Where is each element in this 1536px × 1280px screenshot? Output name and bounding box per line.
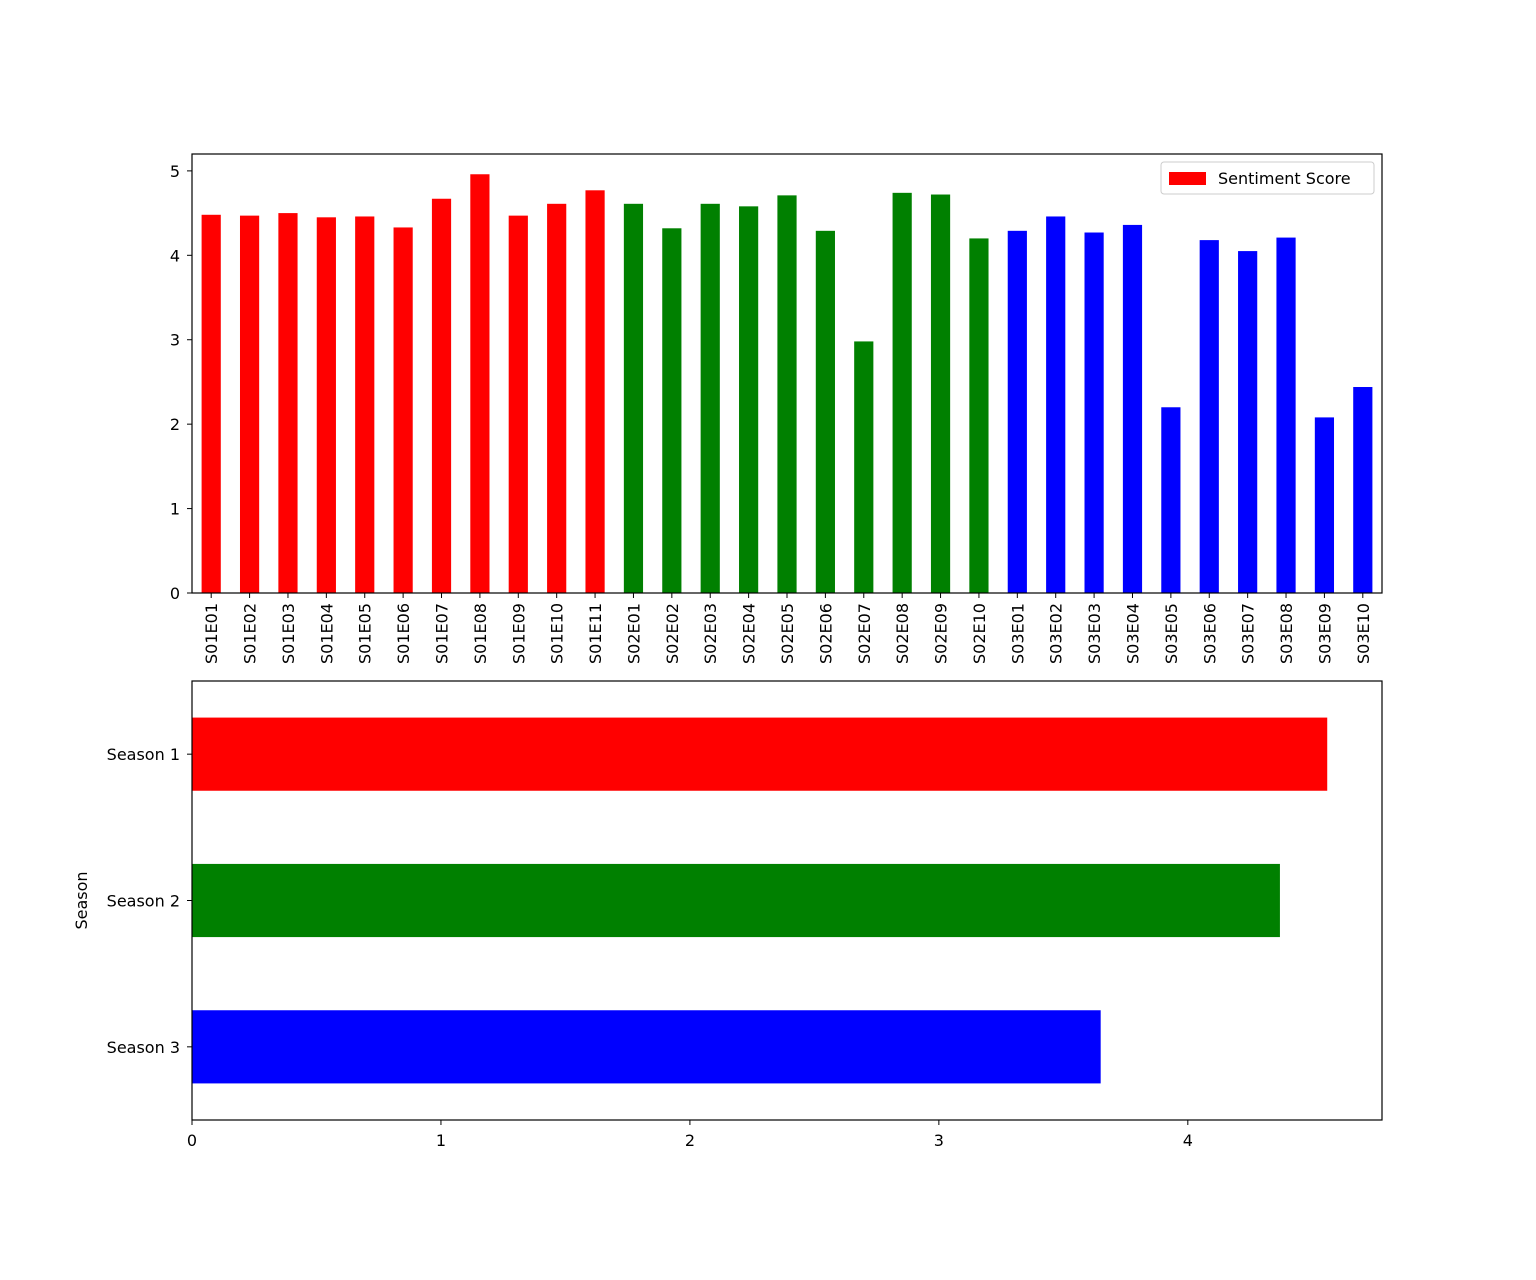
x-tick-label: S03E10 bbox=[1354, 603, 1373, 664]
y-tick-label: 1 bbox=[170, 500, 180, 519]
x-tick-label: S01E02 bbox=[241, 603, 260, 664]
bar-S02E09 bbox=[930, 194, 951, 593]
x-tick-label: S03E02 bbox=[1047, 603, 1066, 664]
x-tick-label: S02E07 bbox=[855, 603, 874, 664]
y-tick-label: 5 bbox=[170, 162, 180, 181]
bar-S01E04 bbox=[316, 217, 336, 593]
x-tick-label: S02E06 bbox=[816, 603, 835, 664]
episode-sentiment-chart: 0 1 2 3 4 5 S01E01 S01E02 S01E03 S01E04 S01E05 S01E… bbox=[170, 153, 1383, 664]
x-tick-label: S01E06 bbox=[394, 603, 413, 664]
x-tick-label: S01E08 bbox=[471, 603, 490, 664]
x-tick-label: S02E02 bbox=[663, 603, 682, 664]
x-tick-label: S01E01 bbox=[202, 603, 221, 664]
bar-S01E08 bbox=[470, 174, 490, 593]
bar-S02E02 bbox=[662, 228, 682, 594]
x-tick-label: S01E04 bbox=[317, 603, 336, 664]
bar-S03E07 bbox=[1238, 251, 1258, 593]
bar-S02E03 bbox=[700, 203, 720, 593]
bar-S01E01 bbox=[201, 214, 221, 594]
y-tick-label: 3 bbox=[170, 331, 180, 350]
y-tick-label: Season 2 bbox=[107, 892, 180, 911]
x-tick-label: S02E09 bbox=[932, 603, 951, 664]
bar-S03E02 bbox=[1046, 216, 1066, 593]
y-tick-label: 4 bbox=[170, 246, 180, 265]
legend-label: Sentiment Score bbox=[1218, 169, 1351, 188]
bar-S01E11 bbox=[585, 190, 605, 593]
x-tick-label: S03E04 bbox=[1123, 603, 1142, 664]
legend-box bbox=[1160, 161, 1375, 195]
x-tick-label: S02E10 bbox=[970, 603, 989, 664]
x-tick-label: S01E11 bbox=[586, 603, 605, 664]
x-tick-label: S02E01 bbox=[624, 603, 643, 664]
bar-S02E06 bbox=[815, 230, 835, 593]
x-tick-label: S02E05 bbox=[778, 603, 797, 664]
x-tick-label: S02E03 bbox=[701, 603, 720, 664]
x-tick-label: S03E05 bbox=[1162, 603, 1181, 664]
x-tick-label: 1 bbox=[436, 1131, 446, 1150]
bar-S02E07 bbox=[854, 341, 874, 593]
bar-S02E04 bbox=[739, 206, 759, 594]
x-tick-label: S01E09 bbox=[509, 603, 528, 664]
x-tick-label: 3 bbox=[934, 1131, 944, 1150]
bar-season-1 bbox=[192, 717, 1328, 791]
bar-S01E06 bbox=[393, 227, 413, 594]
bar-S01E02 bbox=[239, 215, 260, 593]
y-tick-label: Season 3 bbox=[107, 1038, 180, 1057]
bar-S02E01 bbox=[623, 203, 644, 593]
bar-S03E04 bbox=[1122, 224, 1143, 593]
bar-S01E05 bbox=[355, 216, 375, 593]
x-tick-label: S03E08 bbox=[1277, 603, 1296, 664]
x-tick-label: S01E07 bbox=[433, 603, 452, 664]
bar-season-3 bbox=[192, 1010, 1101, 1084]
y-tick-label: 2 bbox=[170, 415, 180, 434]
bar-S03E01 bbox=[1007, 230, 1027, 593]
y-axis-label: Season bbox=[72, 871, 91, 929]
x-tick-label: S03E06 bbox=[1200, 603, 1219, 664]
bar-S03E06 bbox=[1199, 240, 1219, 593]
legend-swatch bbox=[1169, 172, 1206, 185]
x-tick-label: S03E01 bbox=[1008, 603, 1027, 664]
x-tick-label: S02E08 bbox=[893, 603, 912, 664]
bar-S01E09 bbox=[508, 215, 528, 593]
y-tick-label: 0 bbox=[170, 584, 180, 603]
bar-S03E09 bbox=[1314, 417, 1335, 593]
x-tick-label: S03E09 bbox=[1315, 603, 1334, 664]
x-tick-label: 4 bbox=[1183, 1131, 1193, 1150]
bar-season-2 bbox=[192, 863, 1280, 938]
bar-S02E10 bbox=[969, 238, 989, 593]
x-tick-label: 0 bbox=[187, 1131, 197, 1150]
x-tick-label: S01E03 bbox=[279, 603, 298, 664]
bar-S01E10 bbox=[547, 203, 567, 593]
bar-S02E08 bbox=[892, 192, 912, 594]
x-tick-label: S01E10 bbox=[548, 603, 567, 664]
bar-S01E03 bbox=[278, 213, 298, 593]
bar-S03E05 bbox=[1161, 407, 1181, 593]
y-tick-label: Season 1 bbox=[107, 745, 180, 764]
bar-S02E05 bbox=[777, 195, 797, 593]
season-average-chart: Season 1 Season 2 Season 3 0 1 2 3 4 Season bbox=[72, 680, 1383, 1150]
bar-S01E07 bbox=[431, 198, 452, 593]
x-tick-label: 2 bbox=[685, 1131, 695, 1150]
x-tick-label: S02E04 bbox=[740, 603, 759, 664]
x-tick-label: S01E05 bbox=[356, 603, 375, 664]
x-tick-label: S03E03 bbox=[1085, 603, 1104, 664]
bar-S03E10 bbox=[1353, 387, 1373, 593]
x-tick-label: S03E07 bbox=[1239, 603, 1258, 664]
bar-S03E08 bbox=[1276, 237, 1296, 593]
bar-S03E03 bbox=[1084, 232, 1104, 593]
